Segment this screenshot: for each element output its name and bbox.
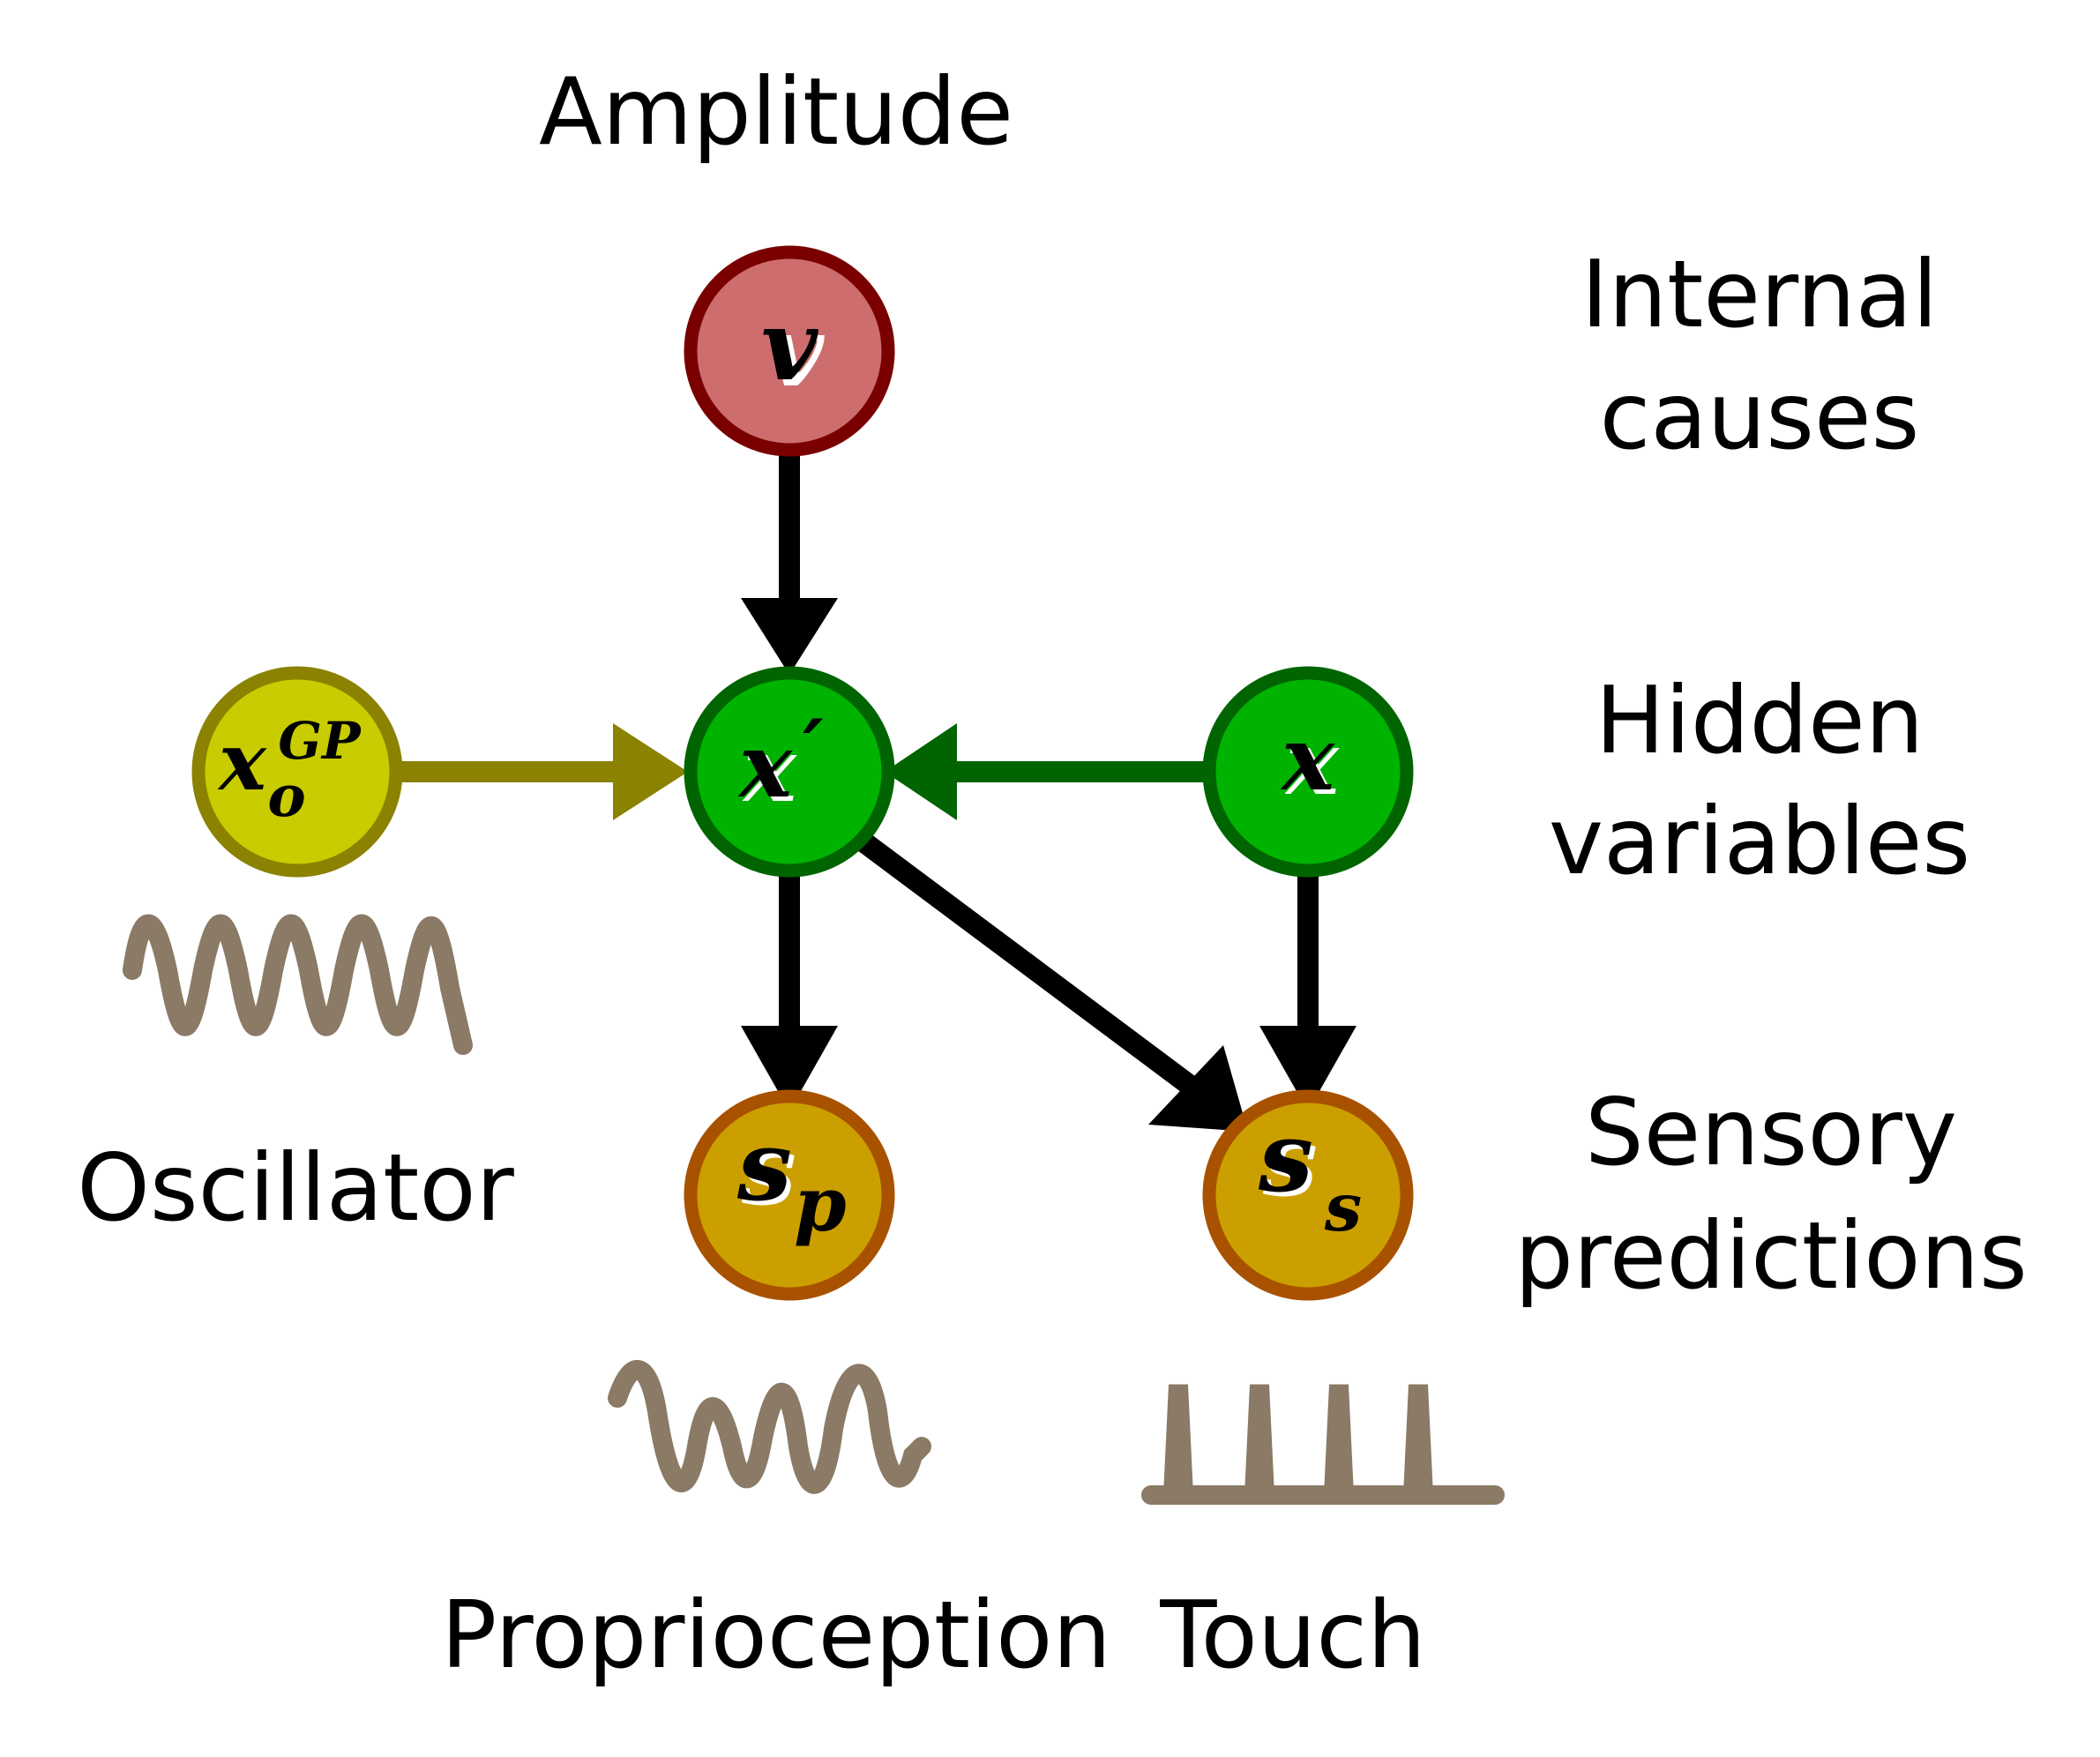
edge-v-to-x-prime [741, 454, 838, 675]
node-x-symbol: x [1280, 707, 1335, 811]
edge-oscillator-to-x-prime [401, 723, 688, 820]
node-x-prime-symbol: x [737, 714, 793, 818]
node-ss-symbol-shadow: s [1262, 1104, 1318, 1218]
node-oscillator-symbol: x [217, 715, 267, 809]
label-proprioception: Proprioception [441, 1581, 1111, 1689]
node-ss: s s s [1202, 1089, 1414, 1301]
node-x-prime-circle [684, 666, 895, 878]
label-sensory-predictions-line2: predictions [1514, 1202, 2028, 1310]
edge-x-to-ss [1259, 875, 1356, 1111]
node-oscillator-circle [191, 666, 403, 878]
label-touch: Touch [1159, 1581, 1425, 1689]
labels: Amplitude Internal causes Hidden variabl… [77, 58, 2028, 1689]
label-hidden-variables-line1: Hidden [1596, 667, 1924, 774]
node-sp-subscript: p [794, 1161, 846, 1249]
node-oscillator-superscript: GP [278, 711, 362, 771]
node-x-symbol-shadow: x [1284, 711, 1340, 815]
node-ss-symbol: s [1258, 1100, 1313, 1214]
node-oscillator: x o GP [191, 666, 403, 878]
proprioception-waveform [608, 1360, 931, 1494]
node-x-circle [1202, 666, 1414, 878]
node-v-circle [684, 245, 895, 457]
edge-x-prime-to-ss [857, 834, 1248, 1132]
edges [401, 454, 1356, 1132]
node-x: x x [1202, 666, 1414, 878]
node-v-symbol: v [767, 295, 825, 408]
node-x-prime-mark: ′ [803, 702, 824, 796]
oscillator-waveform [123, 914, 473, 1055]
node-sp-symbol: s [736, 1109, 792, 1222]
node-x-prime: x x ′ [684, 666, 895, 878]
node-sp-symbol-shadow: s [741, 1113, 796, 1227]
node-v: v v [684, 245, 895, 457]
label-oscillator: Oscillator [77, 1134, 514, 1242]
node-sp-circle [684, 1089, 895, 1301]
node-oscillator-subscript: o [267, 763, 305, 830]
node-ss-subscript: s [1324, 1169, 1362, 1246]
waveforms [123, 914, 1505, 1505]
label-sensory-predictions-line1: Sensory [1585, 1079, 1957, 1186]
touch-waveform [1141, 1384, 1505, 1505]
label-amplitude: Amplitude [539, 58, 1013, 166]
node-sp: s s p [684, 1089, 895, 1301]
edge-x-prime-to-sp [741, 875, 838, 1111]
label-hidden-variables-line2: variables [1549, 788, 1970, 895]
node-v-symbol-front: v [761, 288, 818, 402]
edge-x-to-x-prime [885, 723, 1204, 820]
node-ss-circle [1202, 1089, 1414, 1301]
label-internal-causes-line1: Internal [1581, 241, 1939, 348]
label-internal-causes-line2: causes [1600, 363, 1920, 470]
node-x-prime-symbol-shadow: x [742, 718, 797, 822]
